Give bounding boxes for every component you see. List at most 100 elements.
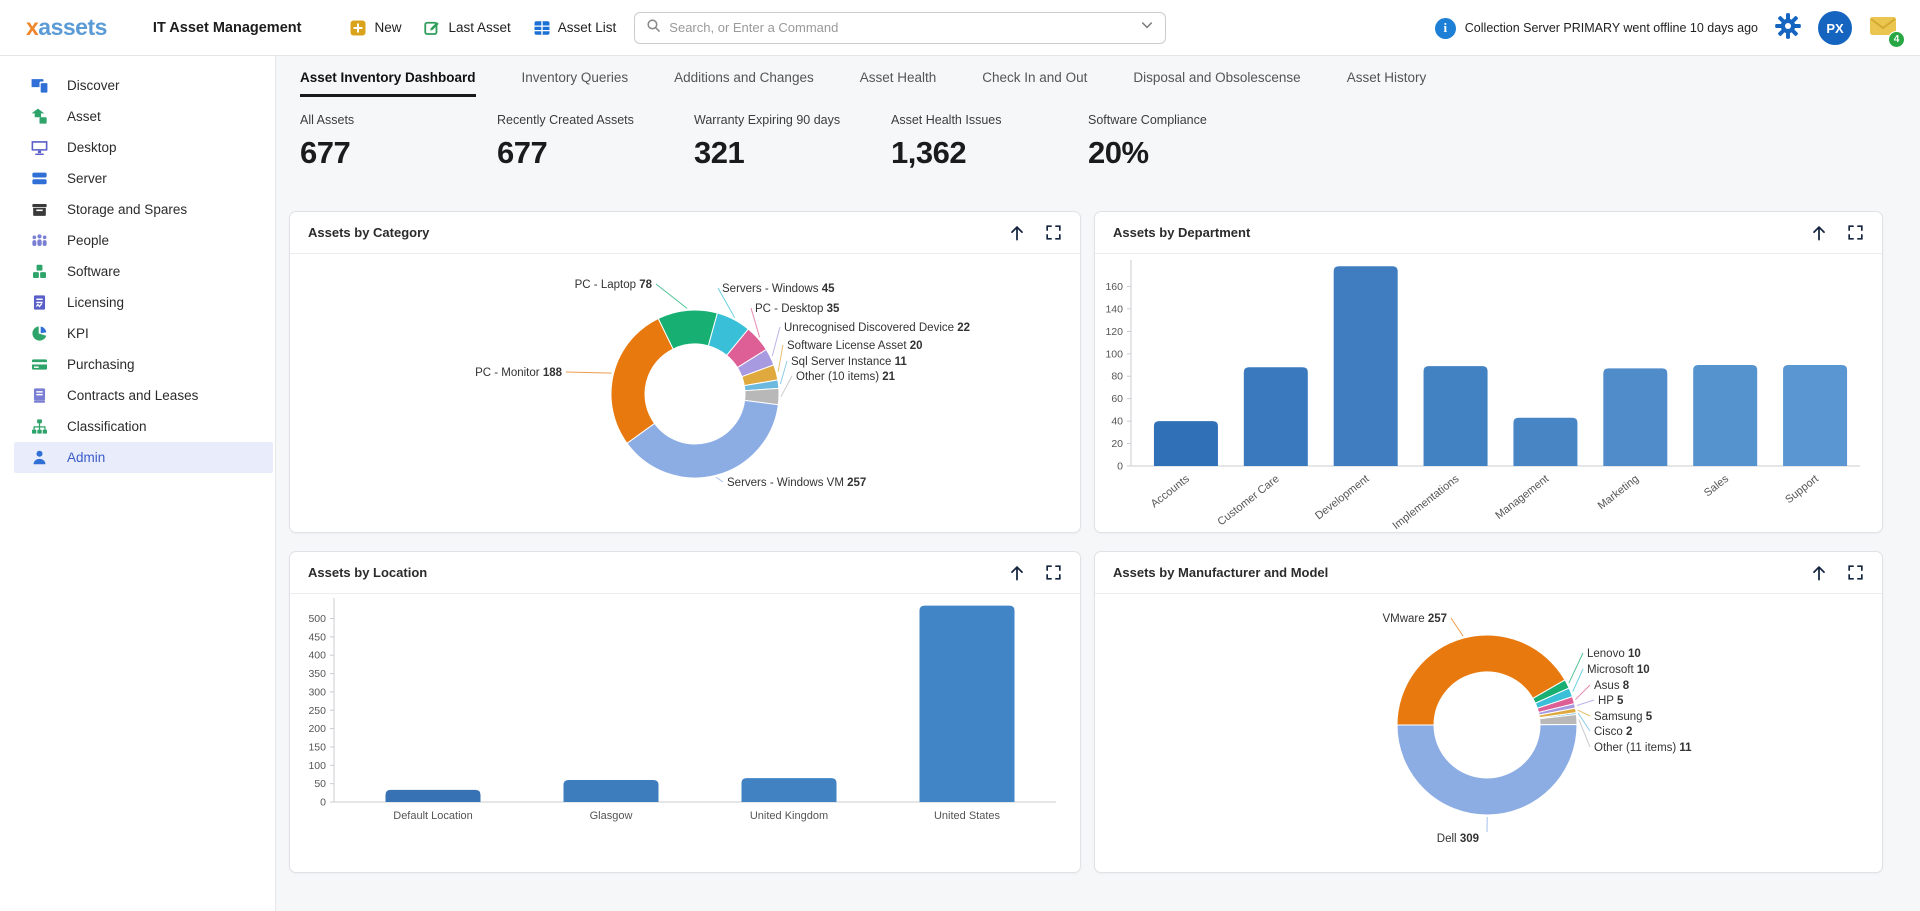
x-category-label: Customer Care (1216, 473, 1282, 528)
x-category-label: Glasgow (590, 810, 633, 822)
search-input[interactable] (669, 20, 1140, 35)
x-category-label: United Kingdom (750, 810, 828, 822)
sidebar-item-desktop[interactable]: Desktop (0, 132, 273, 163)
sidebar-item-purchasing[interactable]: Purchasing (0, 349, 273, 380)
donut-slice-vmware[interactable] (1396, 634, 1566, 726)
tab-disposal-and-obsolescense[interactable]: Disposal and Obsolescense (1133, 70, 1301, 85)
settings-gear-icon[interactable] (1774, 12, 1802, 45)
mail-icon (1868, 16, 1898, 42)
sidebar-item-classification[interactable]: Classification (0, 411, 273, 442)
app-title: IT Asset Management (152, 19, 302, 36)
donut-label: PC - Laptop 78 (575, 279, 653, 291)
bar-marketing[interactable] (1603, 368, 1668, 466)
y-tick-label: 350 (308, 668, 326, 680)
donut-label: Unrecognised Discovered Device 22 (784, 322, 970, 334)
notification-text: Collection Server PRIMARY went offline 1… (1464, 21, 1758, 35)
donut-label: Microsoft 10 (1587, 664, 1650, 676)
bar-united-kingdom[interactable] (741, 778, 837, 802)
y-tick-label: 60 (1111, 393, 1123, 405)
last-asset-button[interactable]: Last Asset (423, 19, 511, 37)
y-tick-label: 50 (314, 778, 326, 790)
licensing-icon (33, 295, 46, 310)
classification-icon (31, 419, 48, 434)
expand-icon[interactable] (1042, 222, 1064, 244)
stat-all-assets: All Assets 677 (300, 113, 355, 170)
donut-label: Lenovo 10 (1587, 648, 1641, 660)
x-category-label: Development (1313, 473, 1371, 522)
search-bar[interactable] (634, 11, 1167, 44)
donut-label: PC - Desktop 35 (755, 303, 840, 315)
sidebar-item-admin[interactable]: Admin (14, 442, 273, 473)
y-tick-label: 100 (1105, 348, 1123, 360)
bar-glasgow[interactable] (563, 779, 659, 802)
donut-label: VMware 257 (1382, 613, 1447, 625)
y-tick-label: 500 (308, 613, 326, 625)
tab-asset-history[interactable]: Asset History (1346, 70, 1427, 85)
app-logo[interactable]: xassets (26, 14, 107, 40)
tab-inventory-queries[interactable]: Inventory Queries (521, 70, 629, 85)
sidebar-item-licensing[interactable]: Licensing (0, 287, 273, 318)
tab-asset-health[interactable]: Asset Health (859, 70, 937, 85)
y-tick-label: 150 (308, 741, 326, 753)
card-assets-by-department: Assets by Department 0 20 40 60 80 100 120 140 1… (1094, 211, 1883, 533)
expand-icon[interactable] (1844, 562, 1866, 584)
donut-label: Other (11 items) 11 (1594, 742, 1692, 754)
sidebar-item-discover[interactable]: Discover (0, 70, 273, 101)
export-icon[interactable] (1006, 222, 1028, 244)
new-button[interactable]: New (349, 19, 401, 37)
server-icon (32, 172, 47, 185)
export-icon[interactable] (1808, 222, 1830, 244)
bar-support[interactable] (1783, 365, 1848, 466)
sidebar-item-software[interactable]: Software (0, 256, 273, 287)
user-avatar[interactable]: PX (1818, 11, 1852, 45)
y-tick-label: 250 (308, 705, 326, 717)
x-category-label: United States (934, 810, 1001, 822)
expand-icon[interactable] (1844, 222, 1866, 244)
tab-additions-and-changes[interactable]: Additions and Changes (674, 70, 814, 85)
bar-implementations[interactable] (1423, 366, 1488, 466)
bar-united-states[interactable] (919, 605, 1015, 802)
export-icon[interactable] (1006, 562, 1028, 584)
sidebar: Discover Asset Desktop Server Storage an… (0, 56, 276, 911)
donut-slice-pc-monitor[interactable] (610, 317, 674, 445)
x-category-label: Management (1493, 473, 1551, 522)
sidebar-item-kpi[interactable]: KPI (0, 318, 273, 349)
card-header: Assets by Manufacturer and Model (1095, 552, 1882, 594)
asset-list-button[interactable]: Asset List (533, 19, 616, 37)
expand-icon[interactable] (1042, 562, 1064, 584)
card-header: Assets by Category (290, 212, 1080, 254)
bar-default-location[interactable] (385, 789, 481, 802)
sidebar-item-server[interactable]: Server (0, 163, 273, 194)
tab-check-in-and-out[interactable]: Check In and Out (982, 70, 1088, 85)
sidebar-item-people[interactable]: People (0, 225, 273, 256)
grid-icon (533, 19, 551, 37)
messages-button[interactable]: 4 (1868, 14, 1905, 48)
notification[interactable]: i Collection Server PRIMARY went offline… (1434, 17, 1758, 39)
assets-by-category-chart: PC - Laptop 78 Servers - Windows 45 PC - D… (290, 254, 1080, 532)
tab-asset-inventory-dashboard[interactable]: Asset Inventory Dashboard (300, 70, 476, 97)
asset-icon (31, 108, 47, 124)
bar-sales[interactable] (1693, 365, 1758, 466)
chevron-down-icon[interactable] (1139, 17, 1155, 38)
export-icon[interactable] (1808, 562, 1830, 584)
bar-development[interactable] (1333, 266, 1398, 466)
top-bar: xassets IT Asset Management New Last Ass… (0, 0, 1920, 56)
software-icon (33, 264, 46, 278)
y-tick-label: 120 (1105, 326, 1123, 338)
bar-accounts[interactable] (1153, 421, 1218, 466)
kpi-stats-row: All Assets 677 Recently Created Assets 6… (276, 97, 1920, 171)
card-header: Assets by Department (1095, 212, 1882, 254)
plus-icon (349, 19, 367, 37)
donut-slice-dell[interactable] (1396, 724, 1578, 816)
storage-icon (32, 203, 47, 216)
donut-slice-servers-windows-vm[interactable] (626, 399, 779, 479)
y-tick-label: 100 (308, 760, 326, 772)
sidebar-item-asset[interactable]: Asset (0, 101, 273, 132)
bar-management[interactable] (1513, 417, 1578, 466)
y-tick-label: 0 (1117, 461, 1123, 473)
donut-label: Dell 309 (1437, 833, 1479, 845)
x-category-label: Marketing (1596, 473, 1641, 512)
sidebar-item-storage[interactable]: Storage and Spares (0, 194, 273, 225)
bar-customer-care[interactable] (1243, 367, 1308, 466)
sidebar-item-contracts[interactable]: Contracts and Leases (0, 380, 273, 411)
